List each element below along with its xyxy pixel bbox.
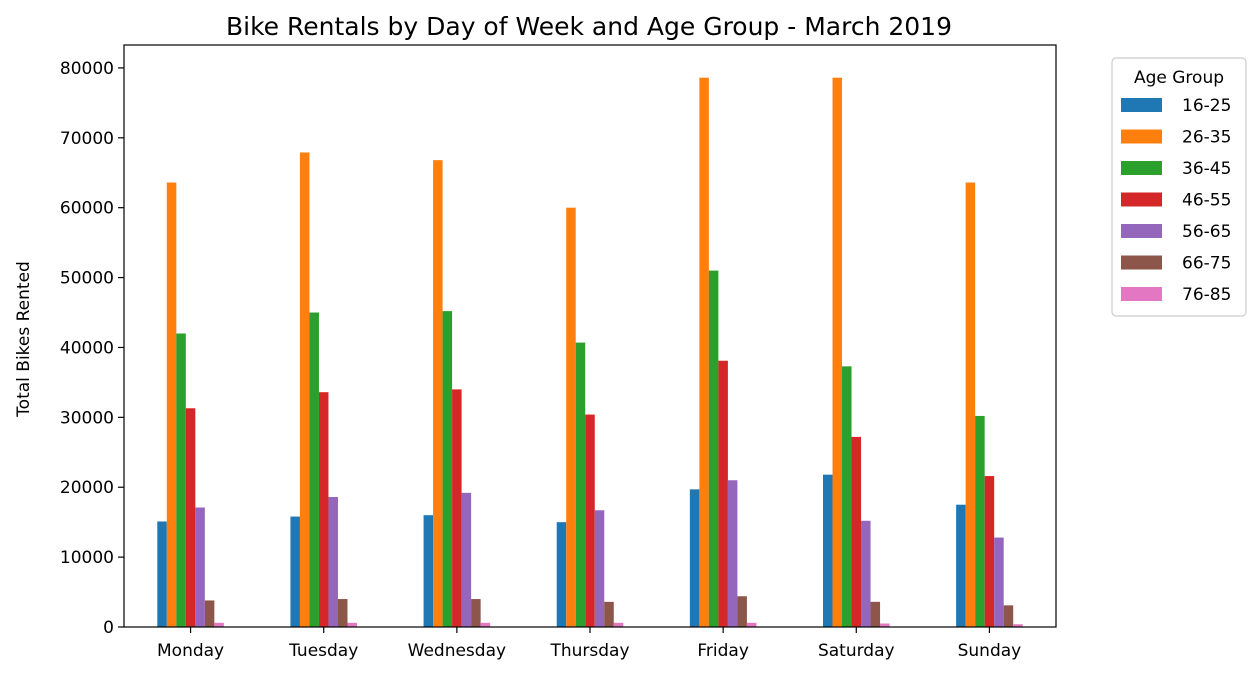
bar (746, 622, 757, 627)
bar (195, 507, 205, 627)
bar (585, 414, 595, 627)
y-tick-label: 60000 (60, 199, 114, 219)
y-tick-label: 0 (103, 618, 114, 638)
bar (842, 366, 852, 627)
bar (566, 207, 576, 627)
legend-entry: 66-75 (1182, 254, 1231, 274)
bar (965, 182, 976, 627)
bar (423, 515, 434, 627)
bar (851, 436, 862, 627)
bar (689, 489, 700, 627)
bar (737, 596, 747, 627)
bar (956, 504, 966, 627)
legend-entry: 76-85 (1182, 285, 1231, 305)
bar (699, 77, 709, 627)
x-tick-label: Saturday (818, 641, 895, 661)
bar (185, 408, 196, 627)
bar (461, 492, 472, 627)
bar (832, 77, 843, 627)
bar (328, 497, 338, 627)
bar (337, 599, 348, 627)
bar (870, 601, 881, 627)
bar (604, 601, 614, 627)
bar (861, 520, 871, 627)
legend-entry: 46-55 (1182, 191, 1231, 211)
x-tick-label: Friday (697, 641, 749, 661)
bar (157, 521, 167, 627)
bar (471, 599, 481, 627)
chart-title: Bike Rentals by Day of Week and Age Grou… (226, 12, 952, 41)
legend-entry: 36-45 (1182, 159, 1231, 179)
y-tick-label: 10000 (60, 548, 114, 568)
y-tick-label: 80000 (60, 59, 114, 79)
bar (975, 415, 985, 627)
bar (166, 182, 177, 627)
x-tick-label: Thursday (549, 641, 629, 661)
bar (594, 510, 605, 627)
x-tick-label: Sunday (958, 641, 1022, 661)
bar (880, 623, 890, 627)
bar (480, 622, 491, 627)
bar (442, 311, 453, 627)
y-tick-label: 50000 (60, 269, 114, 289)
legend-swatch (1121, 224, 1162, 238)
legend-swatch (1121, 255, 1162, 270)
bar (994, 537, 1004, 627)
y-tick-label: 70000 (60, 129, 114, 149)
bar (290, 516, 300, 627)
plot-area: 0 10000 20000 30000 40000 50000 60000 70000 8000… (60, 44, 1057, 661)
legend-box (1111, 57, 1247, 317)
legend-entry: 56-65 (1182, 222, 1231, 242)
bar (176, 333, 186, 627)
y-tick-label: 40000 (60, 338, 114, 358)
bar (452, 389, 462, 627)
x-tick-label: Tuesday (288, 641, 358, 661)
bar (708, 270, 719, 627)
bar (1003, 605, 1014, 627)
x-tick-label: Monday (157, 641, 224, 661)
bar (299, 152, 310, 628)
bar (204, 600, 215, 627)
legend-swatch (1121, 161, 1162, 175)
bar (433, 160, 443, 628)
bar (575, 342, 586, 627)
legend: Age Group 16-25 26-35 36-45 46-55 56-65 66-75 7… (1111, 57, 1247, 317)
x-tick-label: Wednesday (408, 641, 506, 661)
legend-title: Age Group (1134, 68, 1224, 88)
legend-swatch (1121, 192, 1162, 207)
bar (1013, 624, 1023, 627)
bar (984, 476, 995, 627)
bar (347, 622, 357, 627)
y-tick-label: 20000 (60, 478, 114, 498)
legend-entry: 26-35 (1182, 128, 1231, 148)
bar (823, 474, 833, 627)
legend-swatch (1121, 98, 1162, 112)
bar (556, 522, 567, 627)
y-tick-label: 30000 (60, 408, 114, 428)
bar (613, 622, 624, 627)
bar (718, 360, 728, 627)
legend-entry: 16-25 (1182, 96, 1231, 116)
bar (309, 312, 319, 627)
y-axis-label: Total Bikes Rented (14, 261, 34, 418)
legend-swatch (1121, 129, 1162, 144)
bar (214, 622, 224, 627)
bar (727, 480, 738, 627)
bar (318, 392, 329, 627)
legend-swatch (1121, 287, 1162, 301)
